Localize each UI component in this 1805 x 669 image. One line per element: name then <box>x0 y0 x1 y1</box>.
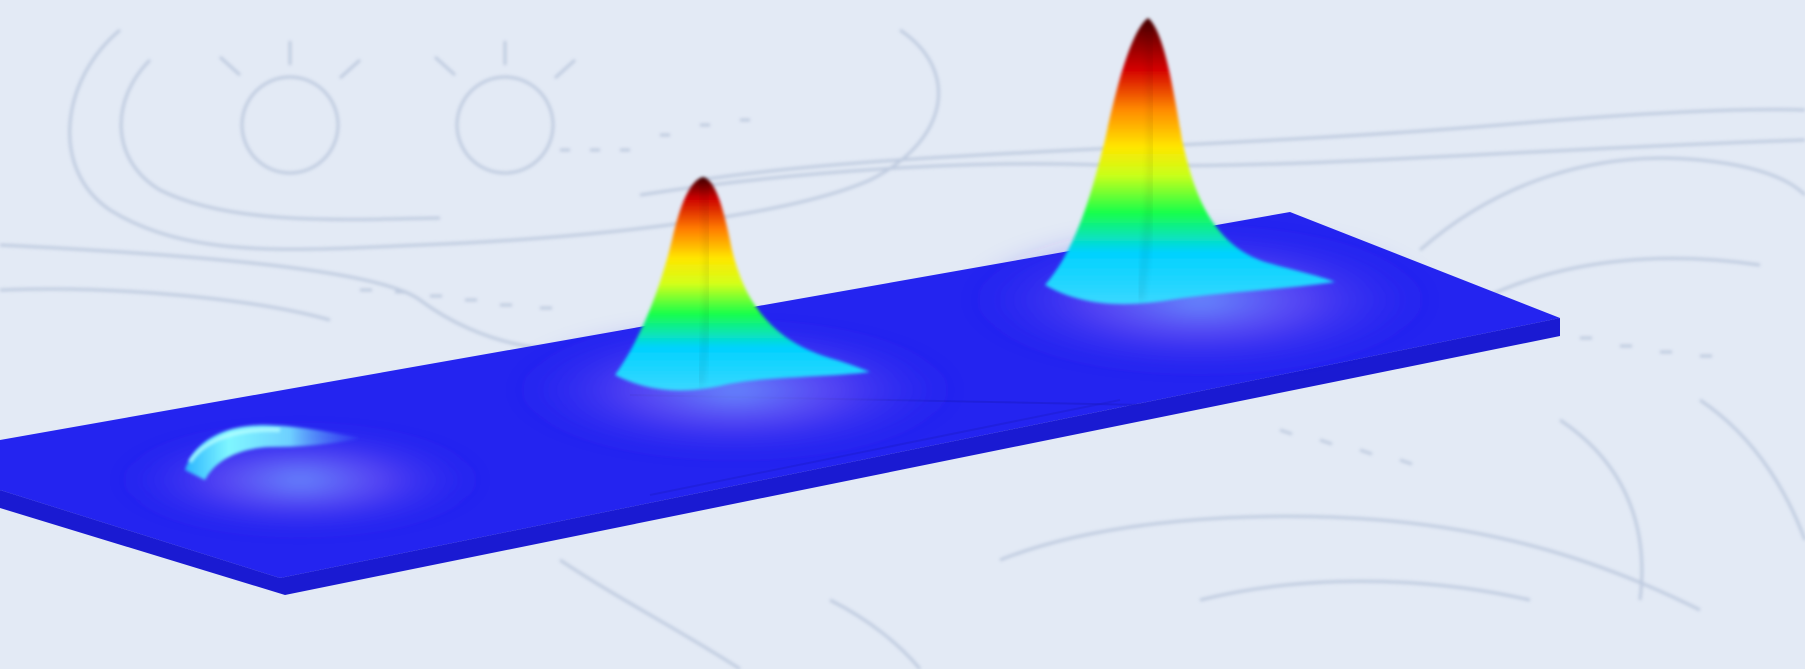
peak-middle <box>615 177 870 391</box>
ridge-left <box>185 425 360 480</box>
peak-right <box>1045 18 1335 305</box>
